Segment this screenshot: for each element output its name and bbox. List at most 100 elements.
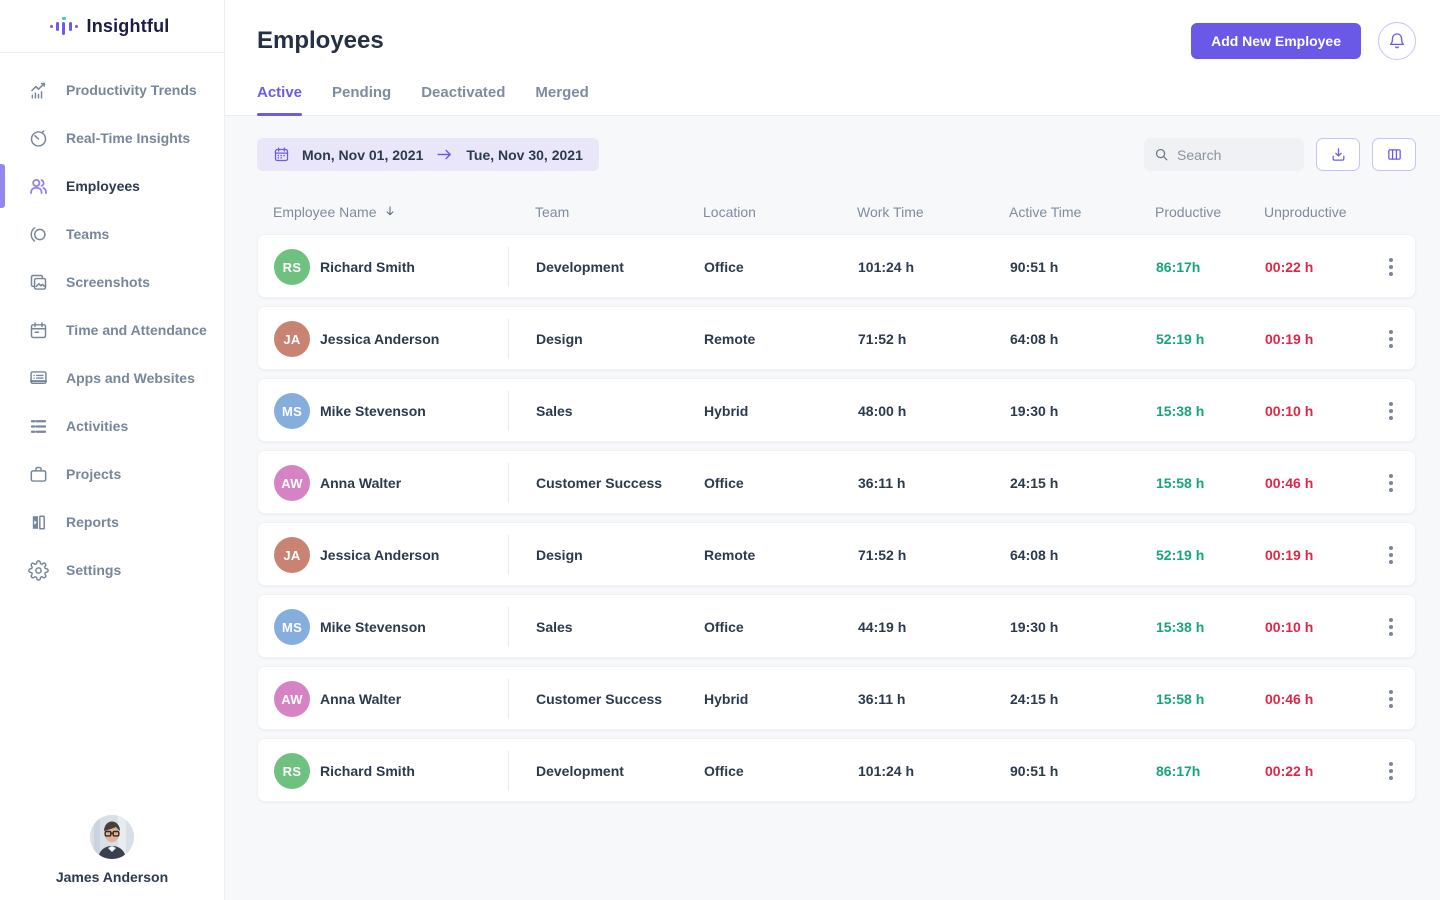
sidebar: Insightful Productivity Trends Real-Time …	[0, 0, 225, 900]
search-box[interactable]	[1144, 138, 1304, 171]
search-input[interactable]	[1177, 146, 1287, 163]
page-title: Employees	[257, 27, 384, 54]
brand-logo: Insightful	[0, 0, 224, 53]
add-new-employee-button[interactable]: Add New Employee	[1191, 23, 1361, 59]
columns-button[interactable]	[1372, 138, 1416, 171]
download-icon	[1332, 148, 1344, 161]
reports-icon	[28, 512, 49, 533]
employee-table: RS Richard Smith Development Office 101:24 h…	[257, 234, 1416, 802]
employee-name: Richard Smith	[320, 259, 415, 275]
column-header-unproductive[interactable]: Unproductive	[1264, 204, 1347, 220]
avatar: RS	[274, 753, 310, 789]
sort-down-icon	[383, 204, 397, 221]
columns-icon	[1387, 149, 1401, 160]
notifications-button[interactable]	[1378, 22, 1416, 60]
sidebar-item-screenshots[interactable]: Screenshots	[0, 258, 224, 306]
productive-time: 15:58 h	[1156, 691, 1205, 707]
active-time: 90:51 h	[1010, 259, 1059, 275]
sidebar-item-label: Projects	[66, 466, 122, 482]
activities-icon	[28, 416, 49, 437]
sidebar-item-activities[interactable]: Activities	[0, 402, 224, 450]
avatar: MS	[274, 609, 310, 645]
export-button[interactable]	[1316, 138, 1360, 171]
sidebar-item-teams[interactable]: Teams	[0, 210, 224, 258]
table-row[interactable]: JA Jessica Anderson Design Remote 71:52 h 64:…	[257, 522, 1416, 586]
column-header-productive[interactable]: Productive	[1155, 204, 1222, 220]
tab-merged[interactable]: Merged	[535, 84, 589, 101]
row-menu-kebab-icon[interactable]	[1385, 686, 1397, 712]
work-time: 36:11 h	[858, 475, 906, 491]
table-row[interactable]: RS Richard Smith Development Office 101:24 h…	[257, 234, 1416, 298]
productive-time: 86:17h	[1156, 259, 1201, 275]
unproductive-time: 00:10 h	[1265, 403, 1314, 419]
table-row[interactable]: MS Mike Stevenson Sales Office 44:19 h 19:30 …	[257, 594, 1416, 658]
sidebar-item-label: Time and Attendance	[66, 322, 207, 338]
time-attendance-icon	[28, 320, 49, 341]
team: Design	[536, 331, 583, 347]
active-time: 19:30 h	[1010, 619, 1059, 635]
table-row[interactable]: AW Anna Walter Customer Success Office 36:11…	[257, 450, 1416, 514]
tab-pending[interactable]: Pending	[332, 84, 392, 101]
location: Hybrid	[704, 691, 749, 707]
location: Hybrid	[704, 403, 749, 419]
unproductive-time: 00:10 h	[1265, 619, 1314, 635]
unproductive-time: 00:22 h	[1265, 763, 1314, 779]
active-time: 64:08 h	[1010, 547, 1059, 563]
row-menu-kebab-icon[interactable]	[1385, 254, 1397, 280]
work-time: 36:11 h	[858, 691, 906, 707]
productive-time: 15:38 h	[1156, 619, 1205, 635]
sidebar-item-label: Real-Time Insights	[66, 130, 191, 146]
sidebar-item-projects[interactable]: Projects	[0, 450, 224, 498]
avatar: RS	[274, 249, 310, 285]
active-time: 19:30 h	[1010, 403, 1059, 419]
location: Office	[704, 259, 744, 275]
work-time: 71:52 h	[858, 547, 907, 563]
employee-name: Anna Walter	[320, 691, 402, 707]
column-header-employee-name[interactable]: Employee Name	[257, 204, 508, 221]
row-menu-kebab-icon[interactable]	[1385, 326, 1397, 352]
row-menu-kebab-icon[interactable]	[1385, 758, 1397, 784]
table-row[interactable]: AW Anna Walter Customer Success Hybrid 36:11…	[257, 666, 1416, 730]
employee-name: Jessica Anderson	[320, 331, 440, 347]
sidebar-item-productivity-trends[interactable]: Productivity Trends	[0, 66, 224, 114]
location: Remote	[704, 547, 756, 563]
active-time: 90:51 h	[1010, 763, 1059, 779]
location: Office	[704, 475, 744, 491]
sidebar-item-reports[interactable]: Reports	[0, 498, 224, 546]
sidebar-item-label: Activities	[66, 418, 129, 434]
column-header-label: Employee Name	[273, 204, 377, 220]
unproductive-time: 00:46 h	[1265, 691, 1314, 707]
column-header-work-time[interactable]: Work Time	[857, 204, 924, 220]
column-header-location[interactable]: Location	[703, 204, 756, 220]
team: Design	[536, 547, 583, 563]
employee-name: Mike Stevenson	[320, 403, 426, 419]
tab-deactivated[interactable]: Deactivated	[421, 84, 506, 101]
employee-name: Mike Stevenson	[320, 619, 426, 635]
tab-active[interactable]: Active	[257, 84, 303, 116]
location: Office	[704, 619, 744, 635]
search-icon	[1155, 148, 1168, 161]
column-header-active-time[interactable]: Active Time	[1009, 204, 1082, 220]
sidebar-item-time-and-attendance[interactable]: Time and Attendance	[0, 306, 224, 354]
date-range-picker[interactable]: Mon, Nov 01, 2021 Tue, Nov 30, 2021	[257, 138, 599, 171]
user-name: James Anderson	[55, 869, 169, 885]
table-row[interactable]: RS Richard Smith Development Office 101:24 h…	[257, 738, 1416, 802]
teams-icon	[28, 224, 49, 245]
productivity-trends-icon	[28, 80, 49, 101]
row-menu-kebab-icon[interactable]	[1385, 614, 1397, 640]
sidebar-item-apps-and-websites[interactable]: Apps and Websites	[0, 354, 224, 402]
table-row[interactable]: JA Jessica Anderson Design Remote 71:52 h 64:…	[257, 306, 1416, 370]
sidebar-item-label: Settings	[66, 562, 122, 578]
table-row[interactable]: MS Mike Stevenson Sales Hybrid 48:00 h 19:30 …	[257, 378, 1416, 442]
sidebar-item-employees[interactable]: Employees	[0, 162, 224, 210]
row-menu-kebab-icon[interactable]	[1385, 398, 1397, 424]
sidebar-item-settings[interactable]: Settings	[0, 546, 224, 594]
current-user[interactable]: James Anderson	[0, 815, 224, 900]
user-avatar[interactable]	[90, 815, 134, 859]
team: Customer Success	[536, 475, 663, 491]
sidebar-item-real-time-insights[interactable]: Real-Time Insights	[0, 114, 224, 162]
column-header-team[interactable]: Team	[535, 204, 570, 220]
row-menu-kebab-icon[interactable]	[1385, 542, 1397, 568]
date-end: Tue, Nov 30, 2021	[466, 146, 583, 163]
row-menu-kebab-icon[interactable]	[1385, 470, 1397, 496]
